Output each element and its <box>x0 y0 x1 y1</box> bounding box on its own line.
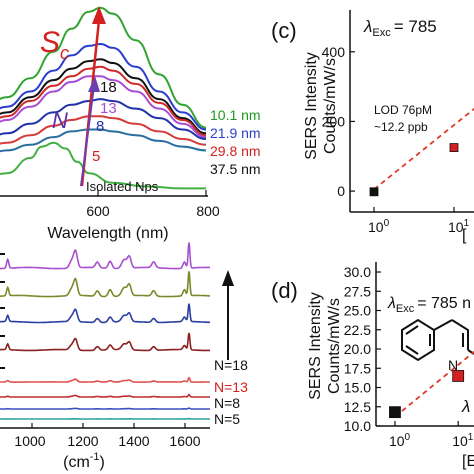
gap-label-29-8: 29.8 nm <box>210 143 261 159</box>
extinction-series-4 <box>0 75 207 139</box>
panel-c-x-title-fragment: [ <box>462 227 467 244</box>
panel-d-label: (d) <box>271 278 298 303</box>
n-label: N <box>52 108 68 133</box>
x-tick-label-1: 101 <box>448 218 470 235</box>
sers-series-0 <box>0 242 210 270</box>
x-tick-label-0: 100 <box>368 218 390 235</box>
panel-c-lambda: λExc = 785 <box>363 17 437 39</box>
panel-c-marks <box>369 107 474 197</box>
sers-series-3 <box>0 332 210 352</box>
panel-d-x-ticks: 100 101 <box>389 421 474 449</box>
data-point-1 <box>452 370 465 382</box>
y-tick-label-3: 17.5 <box>344 360 371 376</box>
n-increase-arrow-head <box>222 270 234 286</box>
extinction-series-5 <box>0 98 207 140</box>
extinction-series-3 <box>0 65 207 137</box>
sers-series-2 <box>0 303 211 324</box>
nitrogen-atom-label: N <box>448 357 458 373</box>
y-tick-label-5: 22.5 <box>344 322 371 338</box>
x-tick-label-1: 101 <box>452 432 474 449</box>
sers-left-tick-marks <box>0 253 5 369</box>
panel-c-y-title-1: SERS Intensity <box>303 52 320 160</box>
ring-double-bond-3 <box>405 345 419 355</box>
extinction-series-0 <box>0 6 207 129</box>
panel-d-y-title-2: Counts/mW/s <box>326 298 343 394</box>
n-label-8: N=8 <box>214 395 240 411</box>
n-arrow <box>80 85 95 187</box>
extinction-x-axis-title: Wavelength (nm) <box>47 225 168 242</box>
n-label-18: N=18 <box>214 357 248 373</box>
y-tick-label-6: 25.0 <box>344 303 371 319</box>
sers-series-4 <box>0 376 210 383</box>
extinction-curves <box>0 6 207 190</box>
gap-label-37-5: 37.5 nm <box>210 161 261 177</box>
sers-spectra-panel: N=18 N=13 N=8 N=5 1000 1200 1400 1600 (c… <box>0 242 248 471</box>
sers-tick-label-1400: 1400 <box>118 433 149 449</box>
panel-d-partial-lambda: λ <box>461 397 470 416</box>
inner-label-5: 5 <box>92 148 100 165</box>
inner-label-13: 13 <box>100 100 117 117</box>
sers-tick-label-1600: 1600 <box>169 433 200 449</box>
y-tick-label-1: 12.5 <box>344 399 371 415</box>
panel-c-x-ticks: 100 101 <box>368 207 470 235</box>
second-ring-fragment <box>451 319 469 350</box>
sers-tick-label-1200: 1200 <box>67 433 98 449</box>
panel-d-y-title-1: SERS Intensity <box>307 292 324 400</box>
sers-x-axis-title: (cm-1) <box>63 451 105 471</box>
panel-c-y-ticks: 0 200 400 <box>322 44 355 199</box>
panel-d-x-title-fragment: [E <box>462 453 474 470</box>
fit-line <box>394 350 474 418</box>
sers-series-6 <box>0 407 210 410</box>
inner-label-8: 8 <box>96 118 104 135</box>
y-tick-label-2: 15.0 <box>344 380 371 396</box>
x-tick-label-0: 100 <box>389 432 411 449</box>
panel-d-lambda: λExc = 785 n <box>387 295 471 315</box>
isolated-nps-label: Isolated Nps <box>86 179 159 194</box>
gap-label-21-9: 21.9 nm <box>210 125 261 141</box>
sc-arrow-head <box>92 6 106 24</box>
n-label-5: N=5 <box>214 411 240 427</box>
n-label-13: N=13 <box>214 379 248 395</box>
pyridine-ring <box>401 318 435 362</box>
extinction-spectra-panel: Sc N 18 13 8 5 Isolated Nps 10.1 nm 21.9… <box>0 6 261 242</box>
y-tick-label-0: 0 <box>337 183 345 199</box>
inner-label-18: 18 <box>100 79 117 96</box>
y-tick-label-8: 30.0 <box>344 264 371 280</box>
data-point-0 <box>369 187 379 197</box>
y-tick-label-1: 200 <box>322 113 346 129</box>
data-point-1 <box>449 143 459 152</box>
panel-c: (c) 0 200 400 100 101 λExc = 785 LOD 76pM ~1… <box>271 10 474 244</box>
panel-c-y-title-2: Counts/mW/s <box>322 58 339 154</box>
panel-d-y-ticks: 10.0 12.5 15.0 17.5 20.0 22.5 25.0 27.5 30.0 <box>344 264 381 434</box>
panel-c-label: (c) <box>271 18 297 43</box>
sers-series-5 <box>0 393 210 398</box>
y-tick-label-0: 10.0 <box>344 418 371 434</box>
sc-label: Sc <box>40 26 69 63</box>
extinction-series-8 <box>0 141 206 190</box>
sers-series-1 <box>0 271 210 298</box>
bridge-bond <box>433 319 453 331</box>
extinction-series-1 <box>0 42 207 131</box>
y-tick-label-2: 400 <box>322 44 346 60</box>
panel-d-marks <box>389 350 474 419</box>
y-tick-label-7: 27.5 <box>344 283 371 299</box>
ring-double-bond-1 <box>405 325 419 335</box>
sers-curves <box>0 242 211 420</box>
data-point-0 <box>389 406 401 419</box>
n-arrow-head <box>88 76 100 92</box>
lod-annotation-line2: ~12.2 ppb <box>374 120 428 134</box>
y-tick-label-4: 20.0 <box>344 341 371 357</box>
fit-line <box>373 107 474 191</box>
extinction-series-2 <box>0 58 207 135</box>
gap-label-10-1: 10.1 nm <box>210 107 261 123</box>
x-tick-label-600: 600 <box>86 203 110 219</box>
sers-tick-label-1000: 1000 <box>14 433 45 449</box>
x-tick-label-800: 800 <box>196 203 220 219</box>
molecule-structure <box>401 318 474 362</box>
panel-d: (d) 10.0 12.5 15.0 17.5 20.0 22.5 25.0 27.5 30.0… <box>271 262 474 470</box>
lod-annotation-line1: LOD 76pM <box>374 103 432 117</box>
